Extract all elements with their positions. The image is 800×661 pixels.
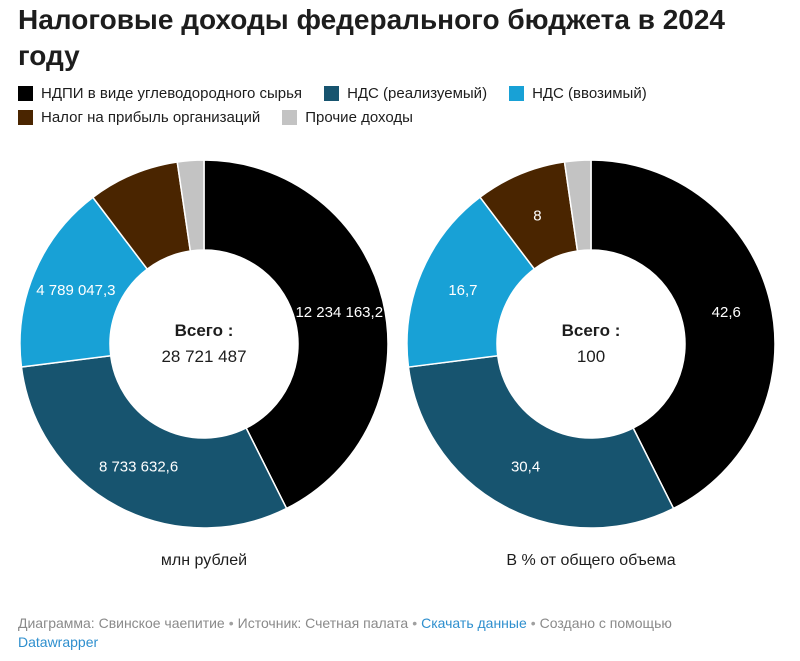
legend-swatch: [18, 86, 33, 101]
slice-label: 30,4: [511, 459, 540, 476]
donut-slice: [563, 159, 592, 252]
chart-title: Налоговые доходы федерального бюджета в …: [18, 4, 725, 71]
legend-swatch: [324, 86, 340, 101]
footer-separator: •: [412, 615, 418, 631]
legend-item-ndpi: НДПИ в виде углеводородного сырья: [18, 84, 302, 103]
donut-slice: [19, 196, 149, 368]
slice-label: 8 733 632,6: [99, 459, 178, 476]
legend-label: НДПИ в виде углеводородного сырья: [41, 85, 303, 102]
donut-chart-rubles: 12 234 163,2 8 733 632,6 4 789 047,3 Всего …: [18, 159, 390, 540]
center-value: 100: [577, 347, 605, 366]
datawrapper-link[interactable]: Datawrapper: [18, 634, 99, 650]
donut-slice: [406, 196, 536, 368]
legend-item-profit-tax: Налог на прибыль организаций: [18, 108, 260, 127]
donut-slice: [20, 354, 288, 529]
legend-item-other: Прочие доходы: [282, 108, 413, 127]
footer-separator: •: [228, 615, 234, 631]
donut-chart-percent: 42,6 30,4 16,7 8 Всего : 100: [405, 159, 777, 540]
legend: НДПИ в виде углеводородного сырья НДС (р…: [18, 84, 788, 127]
chart-caption-percent: В % от общего объема: [506, 552, 676, 569]
footer-chart-by: Диаграмма: Свинское чаепитие: [18, 615, 225, 631]
slice-label: 42,6: [712, 304, 741, 321]
legend-label: НДС (ввозимый): [532, 85, 647, 102]
legend-item-nds-import: НДС (ввозимый): [509, 84, 647, 103]
legend-label: Прочие доходы: [305, 109, 413, 126]
legend-swatch: [509, 86, 525, 101]
footer-source: Источник: Счетная палата: [237, 615, 409, 631]
center-title: Всего :: [562, 321, 621, 340]
legend-swatch: [18, 110, 33, 125]
download-data-link[interactable]: Скачать данные: [421, 615, 527, 631]
legend-item-nds-domestic: НДС (реализуемый): [324, 84, 487, 103]
donut-slice: [590, 159, 776, 510]
donut-slice: [407, 354, 675, 529]
legend-swatch: [282, 110, 298, 125]
donut-svg-rubles: 12 234 163,2 8 733 632,6 4 789 047,3 Всего …: [19, 159, 389, 529]
center-title: Всего :: [175, 321, 234, 340]
chart-caption-rubles: млн рублей: [160, 552, 248, 569]
slice-label: 4 789 047,3: [36, 282, 115, 299]
footer-separator: •: [530, 615, 536, 631]
slice-label: 12 234 163,2: [295, 304, 383, 321]
donut-svg-percent: 42,6 30,4 16,7 8 Всего : 100: [406, 159, 776, 529]
slice-label: 16,7: [448, 282, 477, 299]
donut-slice: [176, 159, 205, 252]
center-value: 28 721 487: [161, 347, 246, 366]
slice-label: 8: [533, 208, 541, 225]
legend-label: НДС (реализуемый): [347, 85, 488, 102]
legend-label: Налог на прибыль организаций: [41, 109, 261, 126]
donut-slice: [203, 159, 389, 510]
footer: Диаграмма: Свинское чаепитие • Источник: С…: [18, 614, 778, 652]
footer-created: Создано с помощью: [539, 615, 672, 631]
